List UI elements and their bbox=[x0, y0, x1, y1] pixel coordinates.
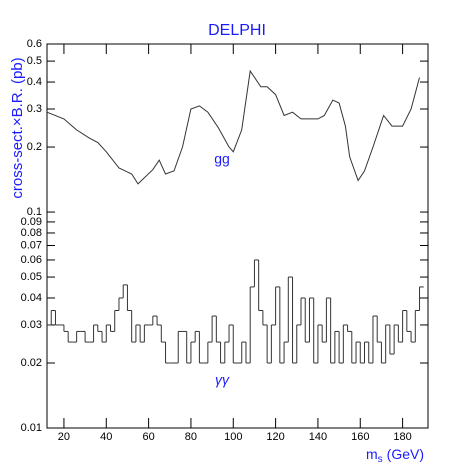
x-tick-label: 140 bbox=[309, 431, 327, 443]
y-axis-label: cross-sect.×B.R. (pb) bbox=[9, 57, 26, 198]
annotation: gg bbox=[214, 151, 230, 167]
x-label-main: m bbox=[366, 446, 378, 462]
x-tick-label: 180 bbox=[393, 431, 411, 443]
y-tick-label: 0.02 bbox=[21, 357, 42, 369]
chart-title: DELPHI bbox=[208, 22, 266, 39]
y-tick-label: 0.04 bbox=[21, 292, 42, 304]
x-label-unit: (GeV) bbox=[387, 446, 424, 462]
y-tick-label: 0.6 bbox=[27, 38, 42, 50]
y-tick-label: 0.01 bbox=[21, 422, 42, 434]
y-tick-label: 0.2 bbox=[27, 141, 42, 153]
y-tick-label: 0.06 bbox=[21, 254, 42, 266]
x-tick-label: 120 bbox=[266, 431, 284, 443]
y-tick-label: 0.08 bbox=[21, 227, 42, 239]
x-axis-label: ms (GeV) bbox=[366, 446, 424, 465]
x-tick-label: 20 bbox=[58, 431, 70, 443]
y-tick-label: 0.3 bbox=[27, 103, 42, 115]
x-tick-label: 40 bbox=[100, 431, 112, 443]
x-tick-label: 100 bbox=[224, 431, 242, 443]
x-tick-label: 80 bbox=[185, 431, 197, 443]
y-tick-label: 0.09 bbox=[21, 216, 42, 228]
y-tick-label: 0.5 bbox=[27, 55, 42, 67]
y-tick-label: 0.07 bbox=[21, 239, 42, 251]
x-label-sub: s bbox=[378, 454, 383, 465]
x-tick-label: 60 bbox=[142, 431, 154, 443]
y-tick-label: 0.05 bbox=[21, 271, 42, 283]
plot-frame bbox=[46, 43, 429, 429]
line bbox=[46, 69, 420, 185]
annotation: γγ bbox=[215, 372, 230, 388]
y-tick-label: 0.4 bbox=[27, 76, 42, 88]
x-tick-label: 160 bbox=[351, 431, 369, 443]
y-tick-label: 0.1 bbox=[27, 206, 42, 218]
y-tick-label: 0.03 bbox=[21, 319, 42, 331]
